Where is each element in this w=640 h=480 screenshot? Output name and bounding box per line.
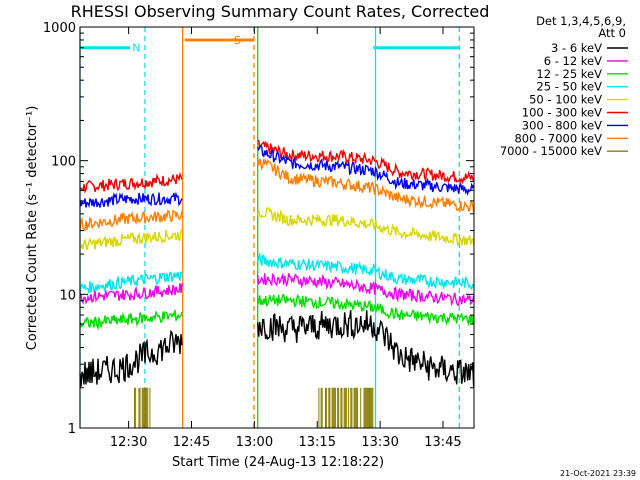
- y-axis-label: Corrected Count Rate (s⁻¹ detector⁻¹): [25, 106, 40, 351]
- detector-label: Det 1,3,4,5,6,9,: [536, 14, 626, 28]
- gamma-burst-1: [318, 387, 374, 428]
- legend-label-0: 3 - 6 keV: [551, 41, 602, 55]
- legend-label-4: 50 - 100 keV: [529, 93, 602, 107]
- series-0-segment-0: [80, 171, 183, 194]
- y-tick-label-3: 1000: [43, 21, 76, 36]
- legend-label-6: 300 - 800 keV: [522, 118, 602, 132]
- attenuator-label: Att 0: [598, 26, 626, 40]
- chart-title: RHESSI Observing Summary Count Rates, Co…: [71, 2, 490, 21]
- series-0-segment-1: [257, 139, 475, 185]
- series-3-segment-1: [257, 207, 475, 247]
- timestamp: 21-Oct-2021 23:39: [560, 469, 636, 478]
- x-tick-label-3: 13:15: [299, 435, 336, 450]
- y-tick-label-1: 10: [59, 288, 76, 303]
- x-tick-label-2: 13:00: [236, 435, 273, 450]
- series-2-segment-1: [257, 158, 475, 214]
- gamma-burst-0: [134, 387, 151, 428]
- x-tick-label-4: 13:30: [361, 435, 398, 450]
- x-axis-label: Start Time (24-Aug-13 12:18:22): [172, 455, 384, 470]
- legend-label-8: 7000 - 15000 keV: [500, 144, 602, 158]
- legend-label-1: 6 - 12 keV: [544, 54, 602, 68]
- x-tick-label-0: 12:30: [110, 435, 147, 450]
- legend-label-2: 12 - 25 keV: [536, 67, 602, 81]
- x-axis: 12:30 12:45 13:00 13:15 13:30 13:45: [110, 27, 462, 450]
- series-5-segment-1: [257, 272, 475, 307]
- series-7-segment-1: [257, 310, 475, 388]
- series-3-segment-0: [79, 228, 183, 250]
- series-6-segment-1: [257, 293, 475, 327]
- x-tick-label-1: 12:45: [173, 435, 210, 450]
- legend-label-7: 800 - 7000 keV: [514, 131, 602, 145]
- series-5-segment-0: [79, 283, 183, 305]
- legend-label-3: 25 - 50 keV: [536, 80, 602, 94]
- plot-area: NS: [79, 27, 475, 428]
- y-axis: 1 10 100 1000: [43, 21, 474, 437]
- flag-label-0: N: [132, 42, 140, 55]
- plot-frame: [79, 26, 475, 429]
- y-tick-label-0: 1: [68, 422, 76, 437]
- series-1-segment-0: [79, 191, 183, 209]
- series-1-segment-1: [257, 144, 475, 197]
- series-4-segment-0: [79, 271, 183, 294]
- y-tick-label-2: 100: [51, 155, 76, 170]
- series-7-segment-0: [79, 329, 183, 387]
- series-2-segment-0: [79, 209, 183, 232]
- series-6-segment-0: [79, 309, 183, 331]
- flag-label-1: S: [234, 34, 241, 47]
- legend-label-5: 100 - 300 keV: [522, 106, 602, 120]
- x-tick-label-5: 13:45: [424, 435, 461, 450]
- series-4-segment-1: [257, 251, 475, 291]
